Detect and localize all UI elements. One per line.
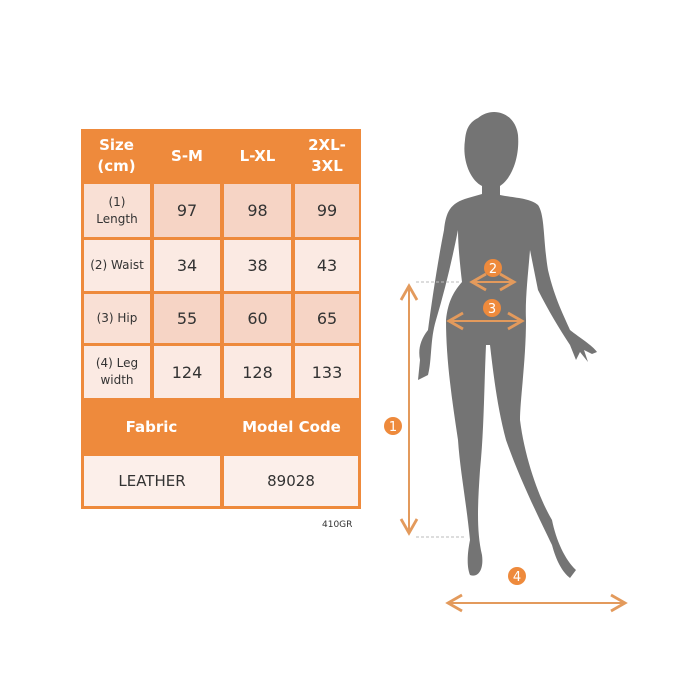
- svg-text:4: 4: [513, 570, 521, 585]
- row-label: (3) Hip: [84, 294, 150, 343]
- size-value-cell: 43: [295, 240, 359, 291]
- size-value-cell: 124: [154, 346, 220, 398]
- size-chart-table: Size (cm) S-M L-XL 2XL- 3XL (1) Length 97…: [81, 129, 361, 509]
- size-value-cell: 65: [295, 294, 359, 343]
- fabric-value: LEATHER: [84, 456, 220, 506]
- row-label: (2) Waist: [84, 240, 150, 291]
- svg-text:1: 1: [389, 420, 397, 435]
- header-l-xl: L-XL: [239, 146, 276, 165]
- size-value-cell: 97: [154, 184, 220, 237]
- svg-text:3: 3: [488, 302, 496, 317]
- size-value-cell: 128: [224, 346, 291, 398]
- marker-1-icon: 1: [384, 417, 402, 435]
- size-value-cell: 133: [295, 346, 359, 398]
- marker-4-icon: 4: [508, 567, 526, 585]
- size-value-cell: 55: [154, 294, 220, 343]
- model-code-value: 89028: [224, 456, 358, 506]
- marker-2-icon: 2: [484, 259, 502, 277]
- header-s-m: S-M: [171, 146, 203, 165]
- product-code-label: 410GR: [322, 520, 353, 530]
- marker-3-icon: 3: [483, 299, 501, 317]
- row-label: (1) Length: [84, 184, 150, 237]
- svg-text:2: 2: [489, 262, 497, 277]
- size-value-cell: 98: [224, 184, 291, 237]
- size-value-cell: 60: [224, 294, 291, 343]
- header-size: Size (cm): [97, 136, 136, 175]
- size-value-cell: 34: [154, 240, 220, 291]
- size-value-cell: 99: [295, 184, 359, 237]
- row-label: (4) Leg width: [84, 346, 150, 398]
- model-code-header: Model Code: [242, 418, 341, 436]
- woman-silhouette: [418, 111, 597, 579]
- size-value-cell: 38: [224, 240, 291, 291]
- header-2xl-3xl: 2XL- 3XL: [308, 136, 346, 175]
- fabric-header: Fabric: [125, 418, 178, 436]
